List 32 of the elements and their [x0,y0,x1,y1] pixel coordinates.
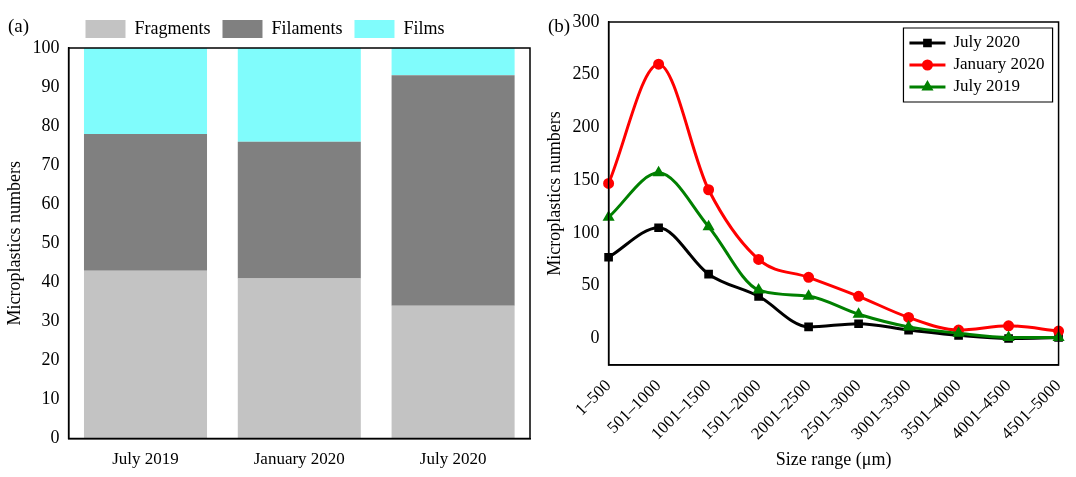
y-tick-label: 70 [41,153,60,174]
y-tick-label: 250 [572,63,600,84]
y-tick-label: 150 [572,168,600,189]
y-tick-label: 100 [572,221,600,242]
chart-title: (a) [8,15,30,38]
y-tick-label: 50 [581,274,600,295]
y-tick-label: 30 [41,310,60,331]
legend-label: July 2019 [953,76,1021,96]
y-tick-label: 80 [41,114,60,135]
chart-title: (b) [548,15,571,38]
y-tick-label: 0 [50,427,60,448]
x-tick-label: July 2019 [112,449,179,469]
legend-label: Fragments [134,17,211,38]
y-axis-title: Microplastics numbers [3,161,24,326]
y-tick-label: 40 [41,271,60,292]
y-tick-label: 100 [32,36,60,57]
x-tick-label: July 2020 [419,449,487,469]
y-tick-label: 20 [41,349,60,370]
x-tick-label: January 2020 [253,449,345,469]
y-tick-label: 60 [41,192,60,213]
y-axis-title: Microplastics numbers [543,111,564,276]
y-tick-label: 0 [590,327,600,348]
y-tick-label: 10 [41,388,60,409]
x-axis-title: Size range (μm) [775,448,892,470]
legend-label: July 2020 [953,32,1021,52]
y-tick-label: 200 [572,116,600,137]
y-tick-label: 90 [41,75,60,96]
legend-label: Films [403,17,445,38]
legend-label: January 2020 [953,54,1045,74]
y-tick-label: 300 [572,10,600,31]
y-tick-label: 50 [41,232,60,253]
legend-label: Filaments [271,17,343,38]
